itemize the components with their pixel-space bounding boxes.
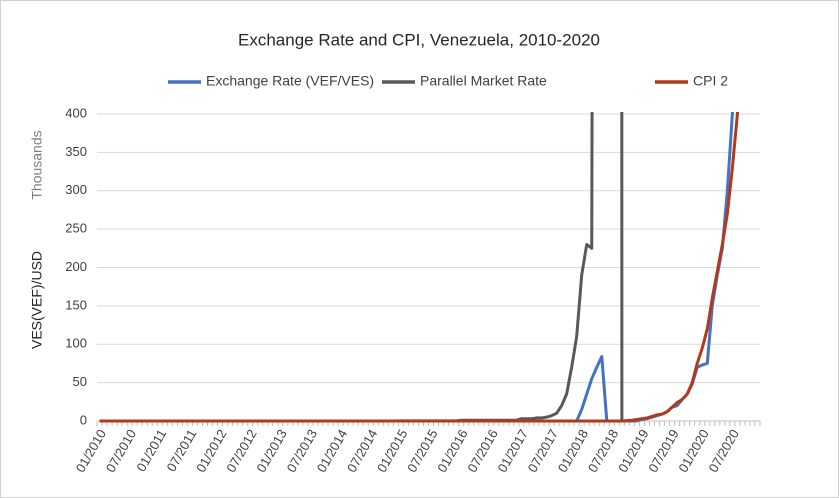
y-tick-label: 250 <box>65 221 87 236</box>
y-tick-label: 350 <box>65 144 87 159</box>
y-tick-label: 100 <box>65 336 87 351</box>
plot-lines <box>99 112 740 423</box>
y-tick-label: 150 <box>65 297 87 312</box>
legend-label: CPI 2 <box>693 73 728 89</box>
chart-title: Exchange Rate and CPI, Venezuela, 2010-2… <box>238 30 600 49</box>
series-line <box>99 112 740 423</box>
y-tick-label: 0 <box>80 412 87 427</box>
y-axis-label: VES(VEF)/USD <box>29 251 45 349</box>
y-tick-label: 400 <box>65 105 87 120</box>
units-label: Thousands <box>29 130 45 199</box>
legend-label: Parallel Market Rate <box>420 73 547 89</box>
y-tick-label: 200 <box>65 259 87 274</box>
legend-label: Exchange Rate (VEF/VES) <box>206 73 374 89</box>
y-tick-label: 300 <box>65 182 87 197</box>
y-tick-label: 50 <box>73 374 87 389</box>
